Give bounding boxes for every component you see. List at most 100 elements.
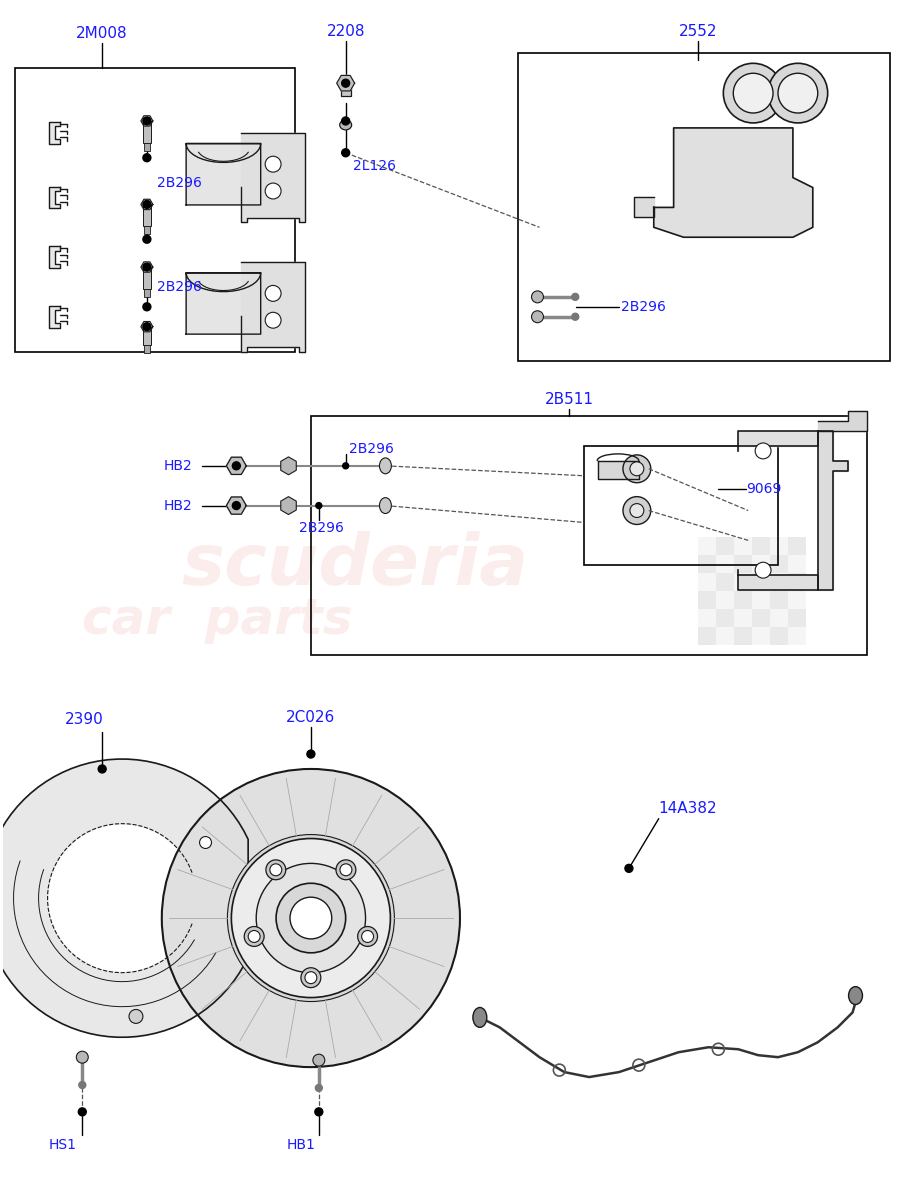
Bar	[717, 608, 735, 626]
Polygon shape	[634, 198, 654, 217]
Text: HB1: HB1	[287, 1138, 316, 1152]
Circle shape	[232, 502, 240, 510]
Bar	[143, 121, 151, 143]
Circle shape	[342, 149, 349, 157]
Circle shape	[301, 967, 321, 988]
Circle shape	[265, 156, 281, 172]
Bar	[143, 268, 151, 289]
Bar	[717, 538, 735, 556]
Circle shape	[78, 1108, 86, 1116]
Circle shape	[623, 497, 651, 524]
Circle shape	[623, 455, 651, 482]
Ellipse shape	[379, 498, 392, 514]
Circle shape	[249, 930, 260, 942]
Polygon shape	[241, 133, 306, 222]
Circle shape	[316, 503, 322, 509]
Circle shape	[76, 1051, 88, 1063]
Circle shape	[778, 73, 818, 113]
Polygon shape	[227, 497, 247, 514]
Circle shape	[232, 462, 240, 470]
Bar	[144, 289, 150, 296]
Circle shape	[161, 769, 460, 1067]
Circle shape	[256, 863, 366, 973]
Polygon shape	[0, 760, 249, 1037]
Polygon shape	[141, 115, 153, 126]
Text: 2B296: 2B296	[621, 300, 666, 314]
Polygon shape	[241, 262, 306, 352]
Polygon shape	[141, 199, 153, 210]
Bar	[735, 592, 752, 608]
Circle shape	[270, 864, 282, 876]
Polygon shape	[738, 431, 818, 451]
Bar	[752, 574, 770, 592]
Bar	[341, 84, 351, 96]
Bar	[735, 608, 752, 626]
Circle shape	[756, 443, 771, 458]
Text: 2B296: 2B296	[348, 442, 394, 456]
Bar	[143, 204, 151, 227]
Circle shape	[143, 263, 151, 271]
Bar	[143, 326, 151, 344]
Circle shape	[143, 116, 151, 125]
Circle shape	[342, 116, 349, 125]
Polygon shape	[50, 186, 61, 209]
Bar	[15, 68, 295, 352]
Circle shape	[340, 864, 352, 876]
Polygon shape	[654, 128, 813, 238]
Circle shape	[265, 286, 281, 301]
Circle shape	[231, 839, 390, 997]
Bar	[144, 344, 150, 353]
Text: 14A382: 14A382	[658, 802, 717, 816]
Text: 2C026: 2C026	[287, 709, 336, 725]
Circle shape	[571, 293, 579, 300]
Circle shape	[143, 154, 151, 162]
Circle shape	[625, 864, 633, 872]
Circle shape	[571, 313, 579, 320]
Circle shape	[200, 836, 211, 848]
Circle shape	[768, 64, 828, 122]
Bar	[698, 608, 717, 626]
Bar	[717, 626, 735, 644]
Polygon shape	[818, 412, 867, 431]
Polygon shape	[141, 322, 153, 332]
Text: 2B511: 2B511	[545, 391, 594, 407]
Bar	[698, 626, 717, 644]
Bar	[144, 227, 150, 234]
Bar	[770, 574, 788, 592]
Polygon shape	[738, 570, 818, 590]
Circle shape	[244, 926, 264, 947]
Bar	[698, 556, 717, 574]
Text: 2L126: 2L126	[353, 158, 395, 173]
Circle shape	[266, 860, 286, 880]
Bar	[788, 556, 805, 574]
Bar	[770, 626, 788, 644]
Bar	[770, 592, 788, 608]
Bar	[752, 608, 770, 626]
Text: car  parts: car parts	[83, 596, 353, 644]
Bar	[770, 556, 788, 574]
Circle shape	[98, 764, 106, 773]
Bar	[518, 53, 891, 361]
Polygon shape	[598, 461, 639, 479]
Bar	[788, 592, 805, 608]
Bar	[584, 446, 778, 565]
Circle shape	[630, 504, 644, 517]
Circle shape	[733, 73, 773, 113]
Bar	[717, 556, 735, 574]
Bar	[770, 538, 788, 556]
Text: 2B296: 2B296	[157, 280, 201, 294]
Circle shape	[343, 463, 348, 469]
Circle shape	[265, 184, 281, 199]
Polygon shape	[50, 306, 61, 328]
Bar	[698, 592, 717, 608]
Circle shape	[532, 311, 543, 323]
Bar	[144, 143, 150, 151]
Circle shape	[265, 312, 281, 328]
Circle shape	[276, 883, 346, 953]
Circle shape	[336, 860, 356, 880]
Ellipse shape	[473, 1008, 487, 1027]
Polygon shape	[50, 122, 61, 144]
Bar	[752, 592, 770, 608]
Bar	[752, 538, 770, 556]
Polygon shape	[227, 457, 247, 474]
